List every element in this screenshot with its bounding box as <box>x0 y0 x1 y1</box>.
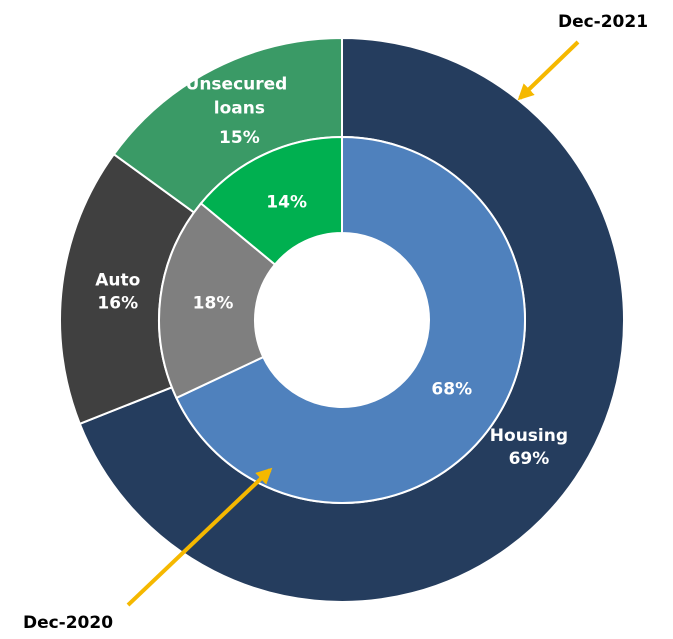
arrow <box>126 467 273 607</box>
value-label: 16% <box>97 294 138 314</box>
value-label: 14% <box>266 192 307 212</box>
series-label: Dec-2021 <box>558 12 648 32</box>
value-label: 69% <box>509 449 550 469</box>
rings <box>59 36 625 603</box>
category-label: Auto <box>95 271 140 291</box>
category-label: Unsecured loans <box>186 75 294 119</box>
category-label: Housing <box>490 426 568 446</box>
slice <box>199 135 343 266</box>
value-label: 18% <box>193 294 234 314</box>
arrow <box>517 40 580 101</box>
series-label: Dec-2020 <box>23 613 113 633</box>
value-label: 68% <box>431 380 472 400</box>
value-label: 15% <box>219 128 260 148</box>
slice <box>158 201 277 400</box>
slice <box>175 135 526 504</box>
